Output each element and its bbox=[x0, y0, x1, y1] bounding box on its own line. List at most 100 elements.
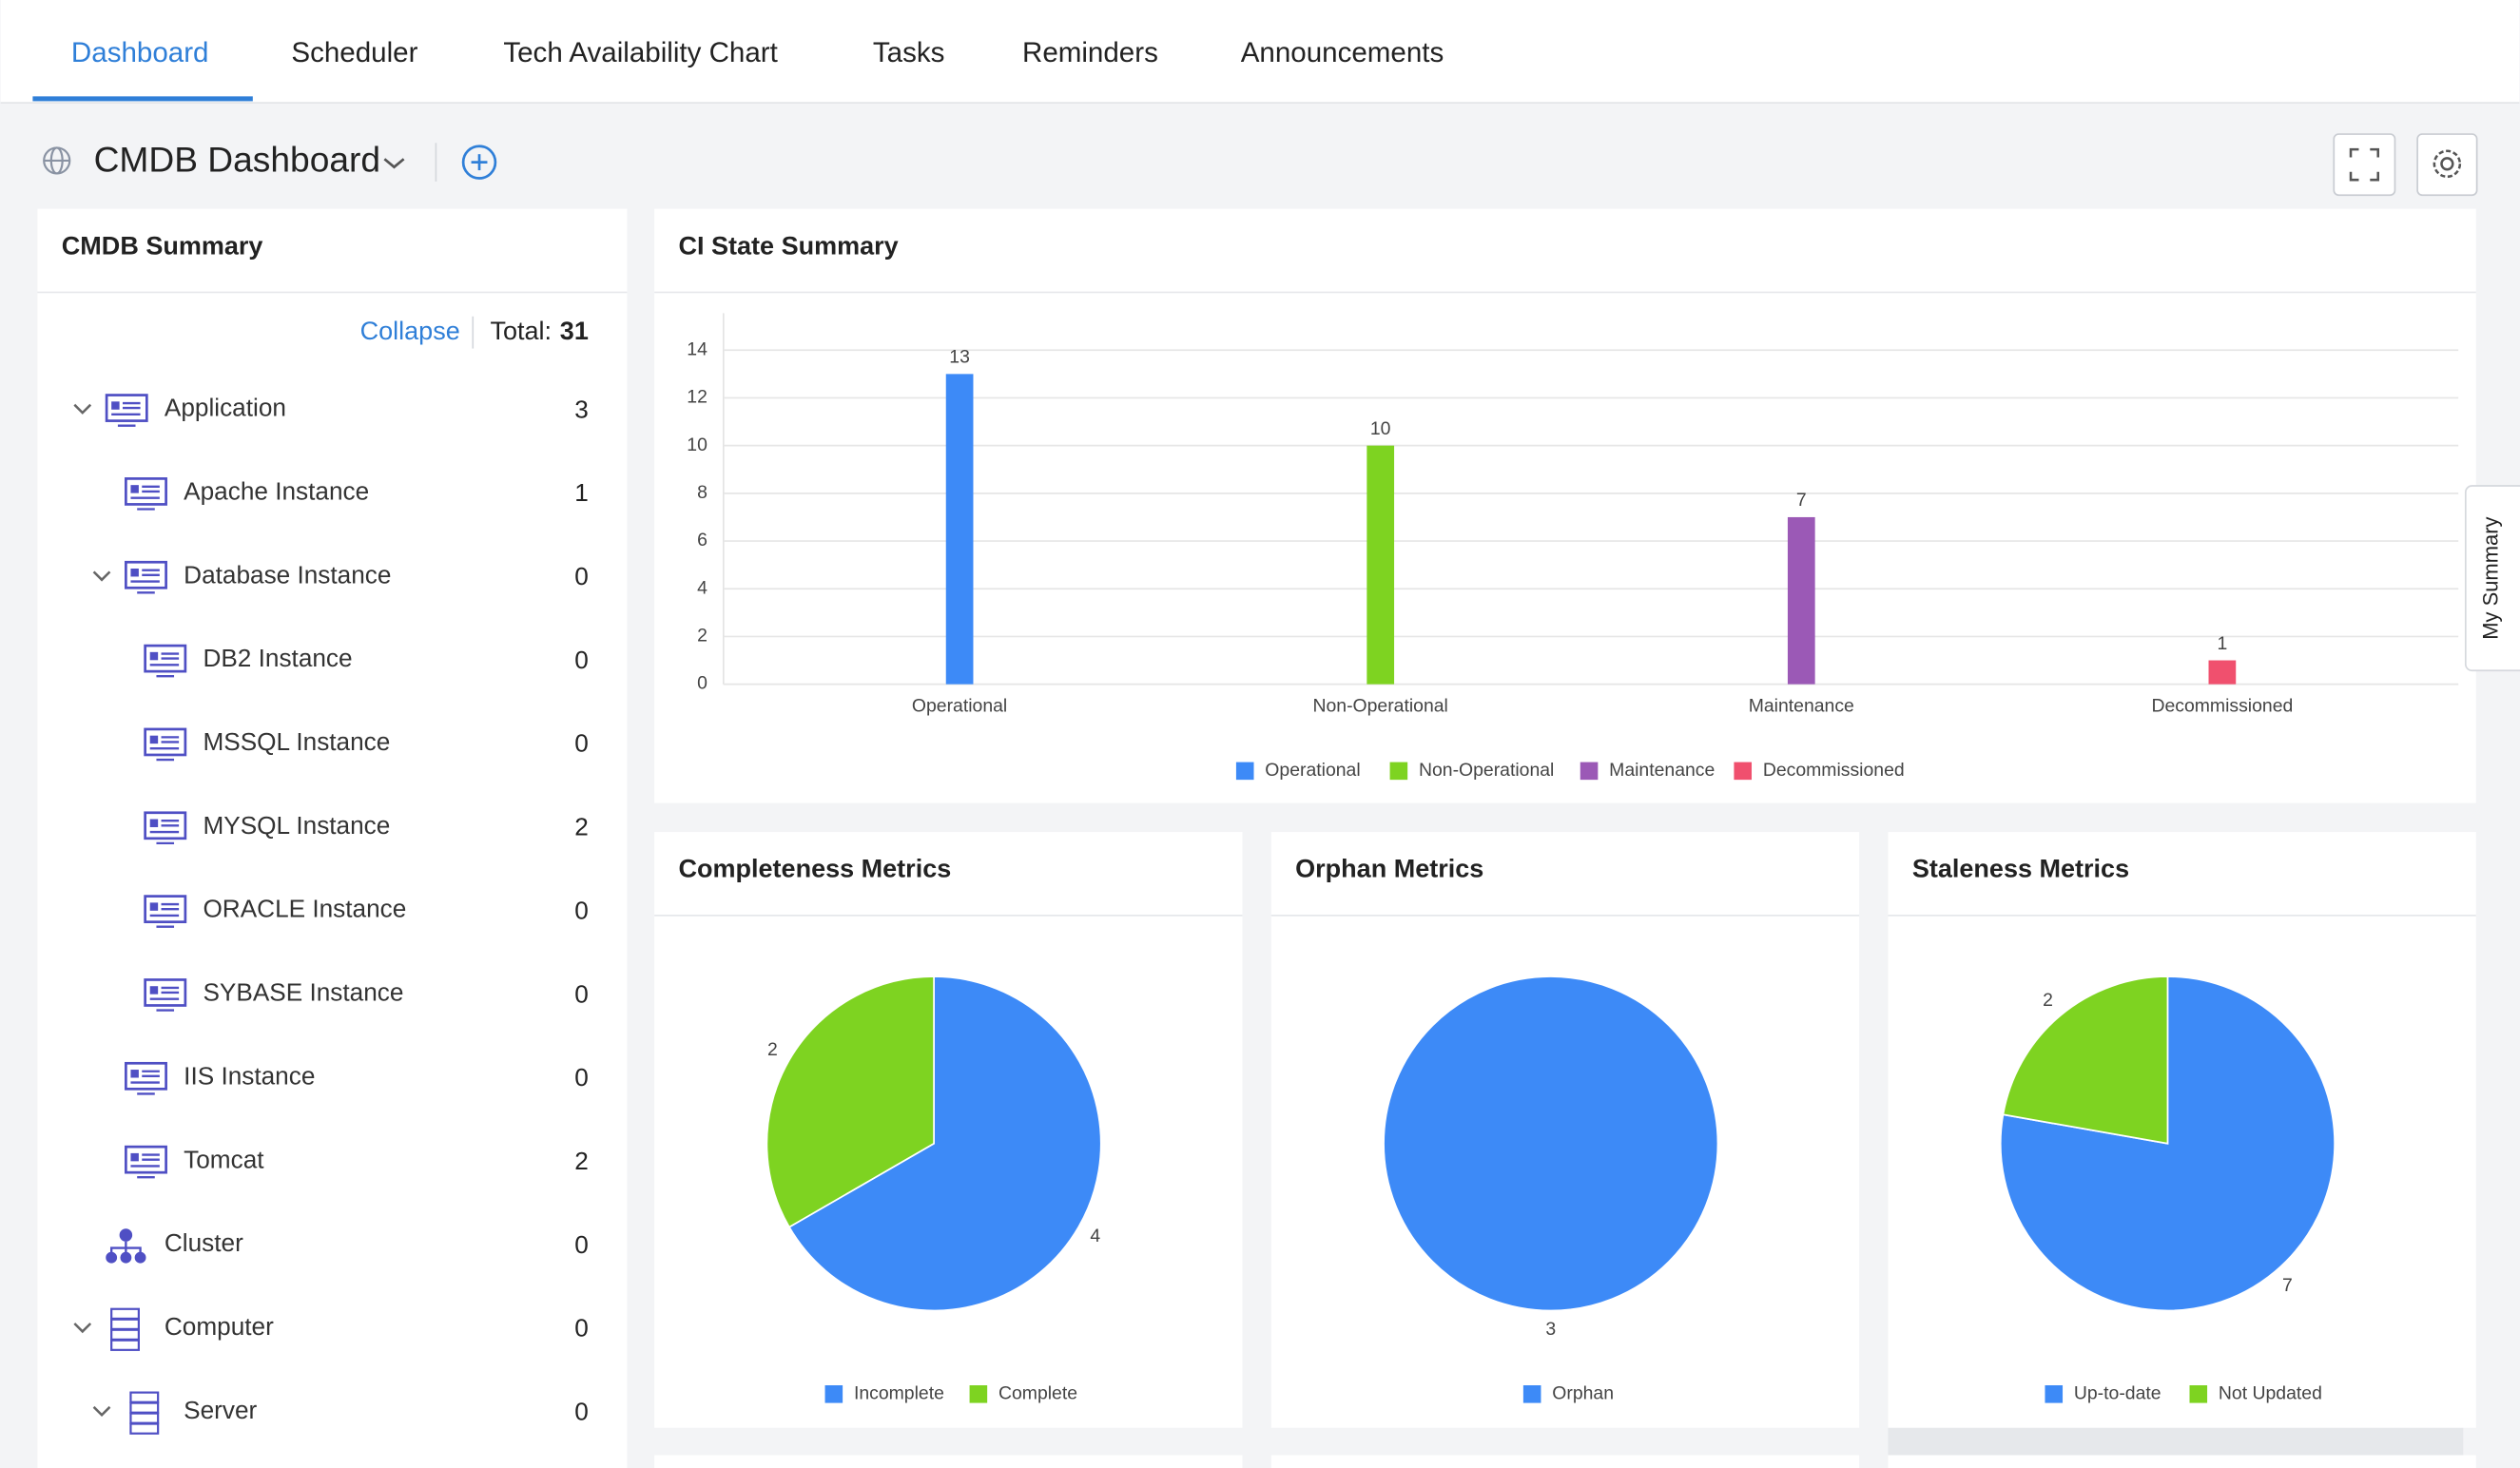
ci-type-label[interactable]: DB2 Instance bbox=[203, 644, 352, 672]
y-tick-label: 14 bbox=[687, 338, 708, 359]
bar[interactable] bbox=[945, 374, 974, 685]
ci-type-icon bbox=[144, 644, 187, 678]
tab[interactable]: Scheduler bbox=[291, 37, 417, 68]
panel-title: Orphan Metrics bbox=[1295, 855, 1483, 883]
ci-type-label[interactable]: Computer bbox=[165, 1312, 274, 1341]
icon-shape bbox=[125, 1145, 167, 1174]
pie-chart-panel: Completeness Metrics 4 2 Incomplete Complete bbox=[654, 832, 1243, 1428]
icon-shape bbox=[130, 1070, 139, 1078]
pie-slice[interactable] bbox=[2002, 975, 2169, 1145]
ci-type-icon bbox=[125, 1061, 167, 1095]
legend-label[interactable]: Operational bbox=[1265, 760, 1360, 781]
icon-shape bbox=[125, 1061, 167, 1091]
pie-slice[interactable] bbox=[1383, 975, 1719, 1312]
dashboard-title[interactable]: CMDB Dashboard bbox=[94, 139, 381, 179]
y-tick-label: 6 bbox=[697, 530, 708, 550]
legend-swatch bbox=[1235, 762, 1254, 781]
ci-type-label[interactable]: Server bbox=[184, 1396, 257, 1424]
legend-label[interactable]: Maintenance bbox=[1609, 760, 1715, 781]
icon-shape bbox=[130, 569, 160, 594]
expand-chevron[interactable] bbox=[92, 570, 111, 582]
ci-type-label[interactable]: ORACLE Instance bbox=[203, 895, 406, 923]
icon-shape bbox=[111, 401, 120, 410]
pie-slice[interactable] bbox=[787, 975, 1102, 1312]
tab[interactable]: Dashboard bbox=[71, 37, 209, 68]
data-label: 3 bbox=[1545, 1319, 1556, 1340]
bar[interactable] bbox=[1367, 445, 1395, 685]
dashboard-dropdown[interactable] bbox=[383, 158, 405, 169]
icon-shape bbox=[111, 401, 141, 427]
legend-label[interactable]: Orphan bbox=[1552, 1382, 1614, 1403]
active-tab-underline bbox=[32, 96, 253, 102]
ci-type-count: 2 bbox=[574, 813, 589, 841]
tab[interactable]: Tasks bbox=[873, 37, 945, 68]
data-label: 2 bbox=[2043, 990, 2053, 1011]
bar[interactable] bbox=[1787, 516, 1815, 685]
data-label: 7 bbox=[1796, 490, 1807, 511]
y-tick-label: 4 bbox=[697, 577, 708, 598]
side-tab-label[interactable]: My Summary bbox=[2478, 516, 2502, 639]
ci-type-label[interactable]: IIS Instance bbox=[184, 1061, 315, 1090]
icon-shape bbox=[144, 727, 187, 757]
ci-type-icon bbox=[125, 477, 167, 511]
collapse-link[interactable]: Collapse bbox=[360, 317, 460, 345]
legend-label[interactable]: Decommissioned bbox=[1763, 760, 1905, 781]
legend-swatch bbox=[1389, 762, 1408, 781]
panel-title: CI State Summary bbox=[678, 231, 898, 260]
x-tick-label: Non-Operational bbox=[1312, 695, 1447, 716]
icon-shape bbox=[110, 1339, 140, 1351]
icon-shape bbox=[134, 1251, 146, 1264]
icon-shape bbox=[149, 651, 159, 661]
icon-shape bbox=[144, 811, 187, 840]
ci-type-label[interactable]: Apache Instance bbox=[184, 477, 369, 506]
settings-button[interactable] bbox=[2416, 133, 2478, 197]
ci-type-icon bbox=[106, 1228, 146, 1264]
legend-label[interactable]: Complete bbox=[998, 1382, 1077, 1403]
legend-label[interactable]: Up-to-date bbox=[2074, 1382, 2161, 1403]
ci-type-label[interactable]: Cluster bbox=[165, 1228, 243, 1257]
legend-label[interactable]: Non-Operational bbox=[1419, 760, 1554, 781]
icon-shape bbox=[149, 652, 180, 678]
panel-partial bbox=[654, 1455, 1243, 1468]
icon-shape bbox=[149, 902, 159, 911]
my-summary-tab[interactable]: My Summary bbox=[2464, 485, 2520, 672]
expand-chevron[interactable] bbox=[92, 1405, 111, 1418]
legend-swatch bbox=[969, 1385, 988, 1403]
legend-label[interactable]: Not Updated bbox=[2219, 1382, 2322, 1403]
ci-type-icon bbox=[129, 1391, 160, 1435]
ci-type-count: 3 bbox=[574, 395, 589, 423]
tab[interactable]: Announcements bbox=[1241, 37, 1444, 68]
ci-type-label[interactable]: Application bbox=[165, 394, 286, 422]
add-dashboard-button[interactable] bbox=[461, 145, 497, 180]
y-tick-label: 8 bbox=[697, 482, 708, 503]
data-label: 2 bbox=[767, 1039, 778, 1060]
total-value: 31 bbox=[560, 317, 589, 345]
expand-chevron[interactable] bbox=[73, 1323, 92, 1334]
ci-type-label[interactable]: SYBASE Instance bbox=[203, 978, 403, 1007]
bar[interactable] bbox=[2208, 660, 2237, 685]
tab[interactable]: Tech Availability Chart bbox=[503, 37, 778, 68]
legend-swatch bbox=[824, 1385, 843, 1403]
ci-type-label[interactable]: Tomcat bbox=[184, 1145, 264, 1173]
icon-shape bbox=[144, 895, 187, 923]
fullscreen-button[interactable] bbox=[2333, 133, 2396, 197]
tab[interactable]: Reminders bbox=[1022, 37, 1158, 68]
ci-type-icon bbox=[125, 560, 167, 594]
y-tick-label: 10 bbox=[687, 435, 708, 455]
data-label: 1 bbox=[2217, 633, 2227, 654]
ci-type-label[interactable]: Database Instance bbox=[184, 560, 391, 589]
data-label: 7 bbox=[2282, 1275, 2293, 1296]
ci-type-label[interactable]: MSSQL Instance bbox=[203, 727, 390, 756]
expand-chevron[interactable] bbox=[73, 403, 92, 415]
panel-partial bbox=[1888, 1455, 2476, 1468]
ci-type-label[interactable]: MYSQL Instance bbox=[203, 811, 390, 840]
ci-type-count: 0 bbox=[574, 896, 589, 924]
ci-type-count: 0 bbox=[574, 729, 589, 758]
globe-icon bbox=[43, 146, 71, 175]
tab-bar bbox=[0, 0, 2520, 104]
legend-label[interactable]: Incomplete bbox=[854, 1382, 944, 1403]
pie-slice[interactable] bbox=[766, 975, 935, 1228]
icon-shape bbox=[129, 1422, 160, 1435]
y-tick-label: 12 bbox=[687, 387, 708, 408]
